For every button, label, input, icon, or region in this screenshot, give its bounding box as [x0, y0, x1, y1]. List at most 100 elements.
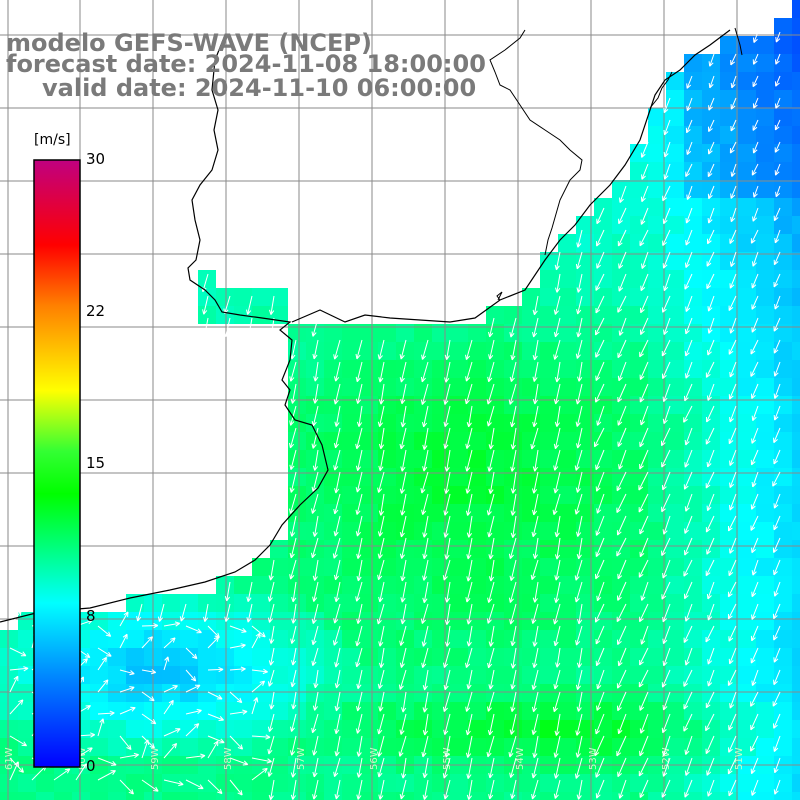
wind-cell [36, 738, 54, 756]
wind-cell [450, 378, 468, 396]
wind-cell [702, 594, 720, 612]
wind-cell [576, 522, 594, 540]
wind-arrow [269, 625, 275, 644]
wind-cell [216, 648, 234, 666]
wind-arrow [421, 647, 429, 669]
wind-cell [234, 774, 252, 792]
wind-cell [450, 630, 468, 648]
wind-cell [792, 108, 800, 126]
wind-arrow [377, 559, 385, 581]
wind-arrow [705, 691, 715, 709]
wind-arrow [639, 515, 649, 535]
wind-arrow [662, 361, 671, 379]
wind-arrow [422, 713, 429, 736]
wind-cell [774, 540, 792, 558]
wind-cell [702, 72, 720, 90]
wind-arrow [163, 656, 170, 671]
wind-arrow [774, 163, 781, 176]
wind-cell [288, 504, 306, 522]
wind-arrow [639, 647, 649, 666]
wind-arrow [444, 339, 451, 360]
wind-cell [360, 450, 378, 468]
wind-cell [576, 630, 594, 648]
wind-arrow [750, 449, 759, 466]
wind-cell [612, 522, 630, 540]
wind-arrow [486, 383, 495, 405]
wind-cell [702, 90, 720, 108]
wind-arrow [487, 449, 495, 472]
wind-arrow [773, 779, 781, 795]
wind-cell [558, 288, 576, 306]
wind-arrow [291, 603, 297, 624]
wind-arrow [773, 559, 781, 576]
wind-cell [774, 432, 792, 450]
wind-arrow [313, 361, 319, 382]
wind-cell [306, 774, 324, 792]
wind-arrow [727, 581, 737, 598]
wind-arrow [774, 119, 781, 131]
wind-cell [756, 630, 774, 648]
wind-arrow [640, 405, 649, 426]
wind-arrow [553, 603, 561, 625]
wind-arrow [444, 735, 451, 758]
wind-cell [36, 612, 54, 630]
wind-arrow [486, 493, 495, 516]
wind-arrow [422, 669, 429, 691]
wind-cell [486, 594, 504, 612]
wind-cell [702, 666, 720, 684]
wind-arrow [617, 757, 627, 778]
wind-cell [396, 720, 414, 738]
wind-arrow [553, 669, 561, 690]
wind-cell [522, 720, 540, 738]
wind-arrow [119, 752, 139, 759]
wind-cell [54, 666, 72, 684]
wind-cell [378, 666, 396, 684]
wind-cell [450, 576, 468, 594]
wind-cell [108, 738, 126, 756]
wind-arrow [488, 317, 495, 338]
wind-cell [774, 378, 792, 396]
wind-arrow [662, 515, 671, 535]
wind-arrow [488, 339, 495, 360]
wind-cell [270, 684, 288, 702]
wind-cell [468, 774, 486, 792]
wind-cell [270, 702, 288, 720]
wind-arrow [510, 449, 517, 472]
wind-arrow [619, 185, 627, 203]
wind-cell [648, 666, 666, 684]
wind-cell [630, 792, 648, 800]
wind-arrow [333, 339, 341, 360]
wind-arrow [554, 713, 561, 736]
wind-arrow [289, 449, 297, 471]
wind-cell [594, 738, 612, 756]
wind-cell [450, 324, 468, 342]
wind-arrow [686, 75, 693, 89]
wind-arrow [617, 713, 627, 735]
wind-arrow [727, 757, 737, 775]
wind-cell [612, 198, 630, 216]
wind-arrow [618, 273, 627, 292]
wind-cell [792, 252, 800, 270]
wind-cell [306, 342, 324, 360]
wind-arrow [683, 713, 693, 732]
wind-cell [72, 630, 90, 648]
wind-cell [306, 666, 324, 684]
wind-cell [468, 702, 486, 720]
wind-cell [342, 432, 360, 450]
wind-cell [414, 684, 432, 702]
wind-cell [180, 594, 198, 612]
wind-arrow [399, 647, 407, 668]
wind-arrow [617, 647, 627, 667]
wind-arrow [488, 669, 495, 690]
wind-arrow [773, 273, 781, 288]
wind-arrow [269, 317, 275, 337]
wind-cell [792, 72, 800, 90]
wind-cell [756, 234, 774, 252]
wind-arrow [399, 339, 407, 360]
wind-arrow [267, 581, 275, 602]
wind-cell [612, 648, 630, 666]
wind-arrow [661, 713, 671, 734]
wind-cell [720, 576, 738, 594]
wind-cell [378, 324, 396, 342]
